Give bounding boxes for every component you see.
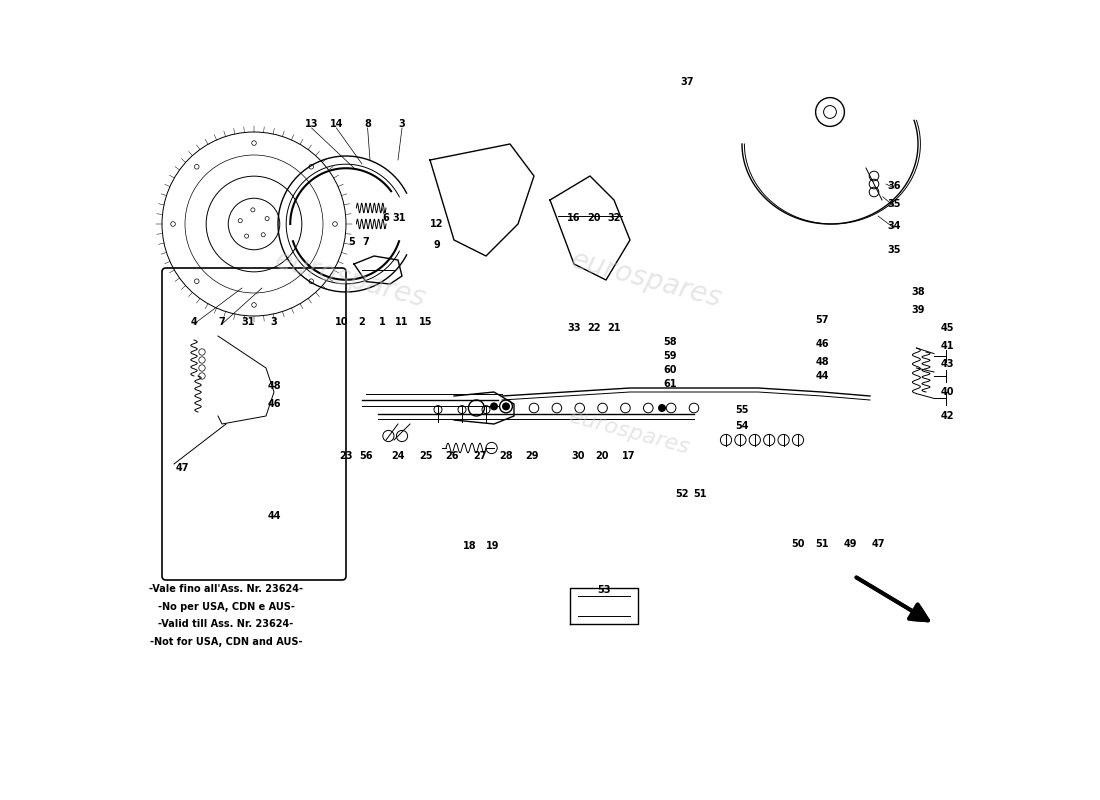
Text: 56: 56 [360,451,373,461]
Circle shape [658,404,666,412]
Text: eurospares: eurospares [568,406,693,458]
Text: 2: 2 [359,317,365,326]
Text: 58: 58 [663,337,676,346]
Text: 17: 17 [621,451,635,461]
Text: 43: 43 [940,359,955,369]
Text: 54: 54 [735,421,749,430]
Text: 52: 52 [675,490,689,499]
Text: 21: 21 [607,323,620,333]
Text: 31: 31 [393,213,406,222]
Text: 30: 30 [571,451,585,461]
Text: 36: 36 [888,181,901,190]
Text: 4: 4 [190,317,197,326]
Text: 25: 25 [419,451,432,461]
Text: 51: 51 [694,490,707,499]
Text: 50: 50 [791,539,805,549]
Text: 41: 41 [940,341,955,350]
Text: 59: 59 [663,351,676,361]
Text: 44: 44 [267,511,280,521]
Text: 3: 3 [271,317,277,326]
Circle shape [502,402,510,410]
Text: 29: 29 [526,451,539,461]
Text: 44: 44 [815,371,828,381]
Text: 57: 57 [815,315,828,325]
Text: 10: 10 [336,317,349,326]
Text: 23: 23 [339,451,353,461]
Text: 19: 19 [486,541,499,550]
Text: 5: 5 [349,238,355,247]
Text: 34: 34 [888,221,901,230]
Text: 9: 9 [433,240,440,250]
Text: 24: 24 [392,451,405,461]
Text: 39: 39 [911,306,925,315]
Text: 48: 48 [267,381,280,390]
Text: 1: 1 [378,317,385,326]
Text: 14: 14 [330,119,343,129]
Text: 47: 47 [871,539,884,549]
Text: 51: 51 [815,539,828,549]
Text: 55: 55 [735,405,749,414]
Text: 26: 26 [446,451,459,461]
Text: 8: 8 [364,119,371,129]
Text: -No per USA, CDN e AUS-: -No per USA, CDN e AUS- [157,602,295,611]
Text: -Valid till Ass. Nr. 23624-: -Valid till Ass. Nr. 23624- [158,619,294,629]
Text: 46: 46 [815,339,828,349]
Text: 13: 13 [305,119,318,129]
Text: 48: 48 [815,357,828,366]
Text: 38: 38 [911,287,925,297]
Text: 37: 37 [681,77,694,86]
Text: 31: 31 [242,317,255,326]
Text: 16: 16 [568,213,581,222]
Text: eurospares: eurospares [272,246,429,314]
Text: 12: 12 [430,219,443,229]
Text: 42: 42 [940,411,955,421]
Text: 27: 27 [473,451,486,461]
Text: 20: 20 [587,213,601,222]
Text: -Vale fino all'Ass. Nr. 23624-: -Vale fino all'Ass. Nr. 23624- [148,584,302,594]
Text: eurospares: eurospares [568,246,725,314]
Text: 35: 35 [888,199,901,209]
Text: 18: 18 [463,541,476,550]
Text: 49: 49 [844,539,857,549]
Text: 45: 45 [940,323,955,333]
Text: 7: 7 [363,238,370,247]
Text: 11: 11 [395,317,409,326]
Text: 40: 40 [940,387,955,397]
Text: 53: 53 [597,586,612,595]
Text: 15: 15 [419,317,432,326]
Text: 46: 46 [267,399,280,409]
Text: -Not for USA, CDN and AUS-: -Not for USA, CDN and AUS- [150,637,302,646]
Text: 6: 6 [383,213,389,222]
Text: 20: 20 [595,451,608,461]
Text: 7: 7 [219,317,225,326]
Text: 28: 28 [499,451,513,461]
Text: 35: 35 [888,245,901,254]
Text: 61: 61 [663,379,676,389]
Text: 60: 60 [663,365,676,374]
Text: 33: 33 [568,323,581,333]
Text: 32: 32 [607,213,620,222]
Text: 22: 22 [587,323,601,333]
Circle shape [490,402,498,410]
Text: 3: 3 [398,119,406,129]
Text: 47: 47 [175,463,189,473]
